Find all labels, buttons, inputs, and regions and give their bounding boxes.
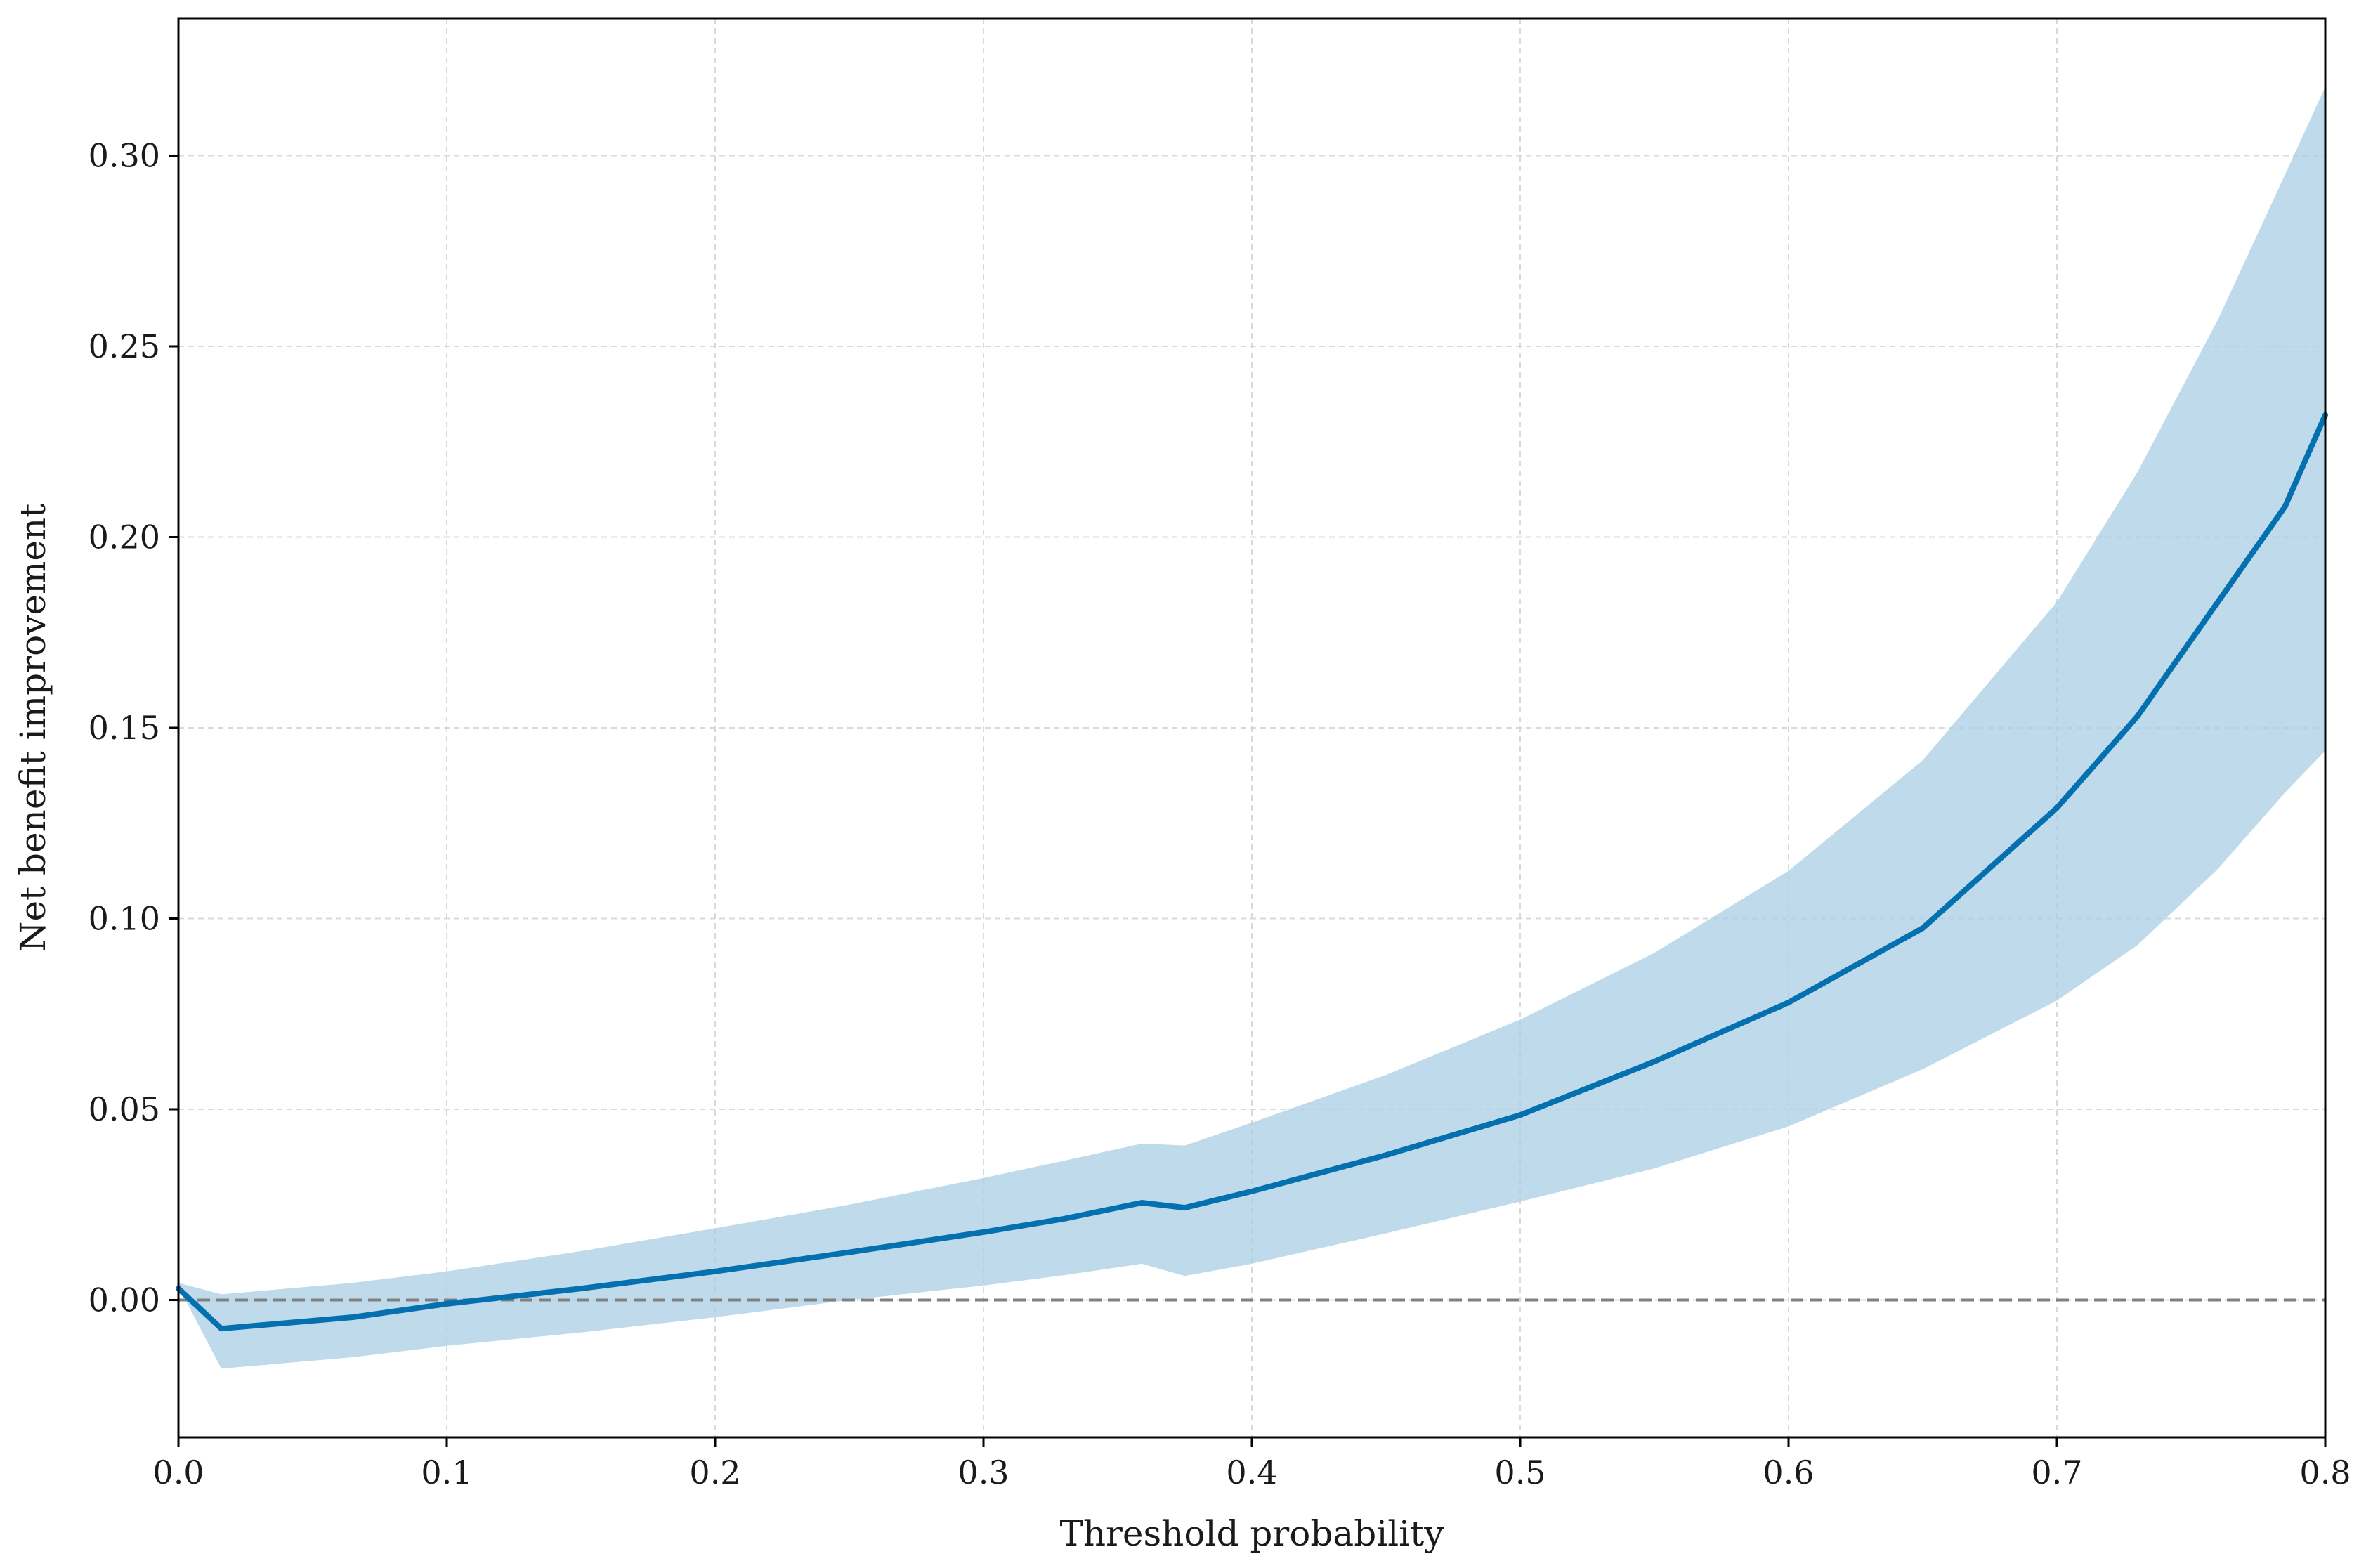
x-axis-title: Threshold probability: [1059, 1513, 1444, 1554]
y-tick-label: 0.10: [89, 900, 160, 938]
axis-ticks: 0.0 0.1 0.2 0.3 0.4 0.5 0.6 0.7 0.8 0.00 0.05 0.10 0…: [89, 136, 2351, 1491]
y-tick-label: 0.30: [89, 136, 160, 174]
x-tick-label: 0.6: [1763, 1453, 1814, 1491]
x-tick-label: 0.1: [421, 1453, 472, 1491]
y-tick-label: 0.15: [89, 709, 160, 747]
net-benefit-line: [176, 412, 2328, 1332]
x-tick-label: 0.3: [957, 1453, 1009, 1491]
x-tick-label: 0.0: [152, 1453, 204, 1491]
x-tick-label: 0.4: [1226, 1453, 1277, 1491]
y-tick-label: 0.25: [89, 327, 160, 365]
confidence-band-layer: [178, 86, 2325, 1369]
y-tick-label: 0.05: [89, 1090, 160, 1128]
x-tick-label: 0.2: [689, 1453, 740, 1491]
y-tick-label: 0.00: [89, 1281, 160, 1319]
net-benefit-line-layer: [176, 412, 2328, 1332]
x-tick-label: 0.5: [1494, 1453, 1545, 1491]
x-tick-label: 0.8: [2299, 1453, 2351, 1491]
y-tick-label: 0.20: [89, 518, 160, 556]
confidence-band: [178, 86, 2325, 1369]
x-tick-label: 0.7: [2031, 1453, 2082, 1491]
y-axis-title: Net benefit improvement: [13, 504, 53, 953]
